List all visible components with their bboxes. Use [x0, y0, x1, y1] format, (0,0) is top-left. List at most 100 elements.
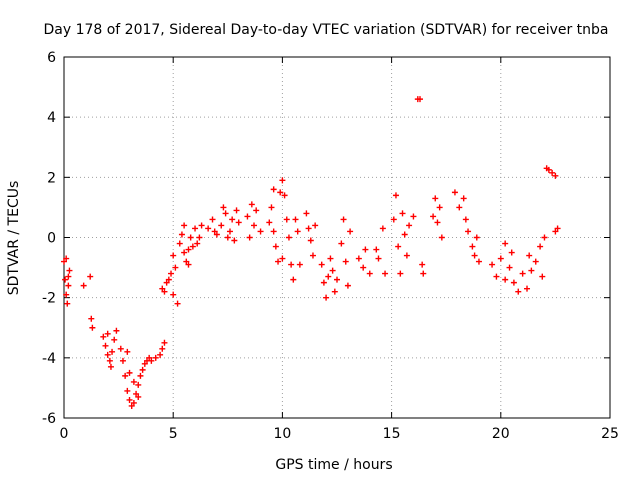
x-tick-label: 15 — [383, 426, 401, 442]
data-point — [312, 222, 319, 229]
data-point — [292, 216, 299, 223]
data-point — [222, 210, 229, 217]
data-point — [66, 267, 73, 274]
data-point — [432, 195, 439, 202]
data-point — [419, 261, 426, 268]
data-point — [362, 246, 369, 253]
data-point — [403, 252, 410, 259]
data-point — [107, 363, 114, 370]
data-point — [305, 225, 312, 232]
data-point — [183, 258, 190, 265]
data-point — [489, 261, 496, 268]
data-point — [220, 204, 227, 211]
data-point — [62, 276, 69, 283]
x-tick-label: 0 — [60, 426, 69, 442]
data-point — [460, 195, 467, 202]
data-point — [163, 279, 170, 286]
y-tick-label: -2 — [42, 291, 56, 307]
data-point — [338, 240, 345, 247]
data-point — [296, 261, 303, 268]
data-point — [244, 213, 251, 220]
data-point — [360, 264, 367, 271]
data-point — [185, 246, 192, 253]
data-point — [65, 273, 72, 280]
data-point — [342, 258, 349, 265]
data-point — [198, 222, 205, 229]
y-axis-label: SDTVAR / TECUs — [6, 181, 22, 296]
data-point — [475, 258, 482, 265]
x-tick-label: 25 — [601, 426, 619, 442]
data-point — [493, 273, 500, 280]
data-point — [87, 273, 94, 280]
data-point — [248, 201, 255, 208]
data-point — [152, 354, 159, 361]
data-point — [537, 243, 544, 250]
data-point — [325, 273, 332, 280]
data-point — [334, 276, 340, 283]
data-point — [141, 360, 148, 367]
data-point — [456, 204, 463, 211]
data-point — [519, 270, 526, 277]
data-point — [196, 234, 203, 241]
data-point — [279, 255, 286, 262]
data-point — [471, 252, 478, 259]
data-point — [63, 291, 70, 298]
y-tick-label: 4 — [47, 110, 56, 126]
x-axis-label: GPS time / hours — [275, 457, 392, 473]
data-point — [515, 288, 522, 295]
data-point — [176, 240, 183, 247]
data-point — [420, 270, 427, 277]
data-points — [61, 96, 561, 409]
data-point — [128, 402, 135, 409]
data-point — [506, 264, 513, 271]
data-point — [133, 390, 140, 397]
data-point — [549, 169, 556, 176]
y-tick-label: -4 — [42, 351, 56, 367]
data-point — [294, 228, 301, 235]
data-point — [109, 348, 116, 355]
data-point — [397, 270, 404, 277]
data-point — [508, 249, 515, 256]
data-point — [102, 342, 109, 349]
data-point — [554, 225, 561, 232]
data-point — [130, 399, 137, 406]
data-point — [146, 354, 153, 361]
data-point — [465, 228, 472, 235]
data-point — [502, 240, 509, 247]
data-point — [124, 387, 131, 394]
y-tick-label: 6 — [47, 50, 56, 66]
data-point — [344, 282, 351, 289]
data-point — [355, 255, 362, 262]
data-point — [473, 234, 480, 241]
chart-title: Day 178 of 2017, Sidereal Day-to-day VTE… — [43, 22, 608, 38]
data-point — [194, 240, 201, 247]
x-tick-label: 20 — [492, 426, 510, 442]
data-point — [510, 279, 517, 286]
data-point — [406, 222, 413, 229]
data-point — [375, 255, 382, 262]
data-point — [532, 258, 539, 265]
data-point — [401, 231, 408, 238]
data-point — [235, 219, 242, 226]
data-point — [469, 243, 476, 250]
data-point — [209, 216, 216, 223]
data-point — [135, 393, 142, 400]
data-point — [502, 276, 509, 283]
data-point — [373, 246, 380, 253]
data-point — [327, 255, 334, 262]
data-point — [159, 345, 166, 352]
data-point — [323, 294, 330, 301]
data-point — [130, 378, 137, 385]
data-point — [545, 166, 552, 173]
data-point — [170, 291, 177, 298]
data-point — [270, 186, 277, 193]
data-point — [272, 243, 279, 250]
data-point — [168, 270, 175, 277]
data-point — [410, 213, 417, 220]
data-point — [524, 285, 531, 292]
data-point — [279, 177, 286, 184]
data-point — [366, 270, 373, 277]
data-point — [159, 285, 166, 292]
data-point — [64, 300, 71, 307]
data-point — [187, 234, 194, 241]
